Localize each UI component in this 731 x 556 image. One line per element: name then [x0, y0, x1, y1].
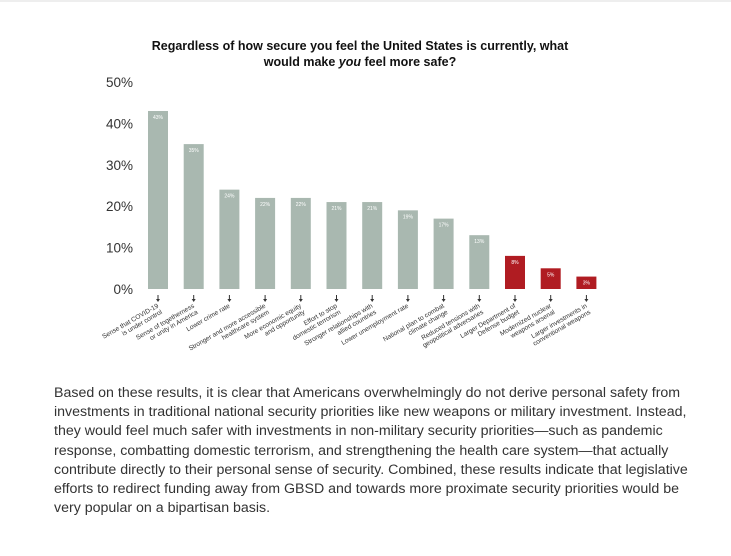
- bar-value-label: 24%: [224, 194, 235, 200]
- chart-title: Regardless of how secure you feel the Un…: [110, 38, 610, 70]
- bar-value-label: 17%: [439, 223, 450, 229]
- bar: [469, 235, 490, 289]
- bar-value-label: 5%: [547, 272, 555, 278]
- bar-value-label: 22%: [260, 202, 271, 208]
- bar-value-label: 21%: [331, 206, 342, 212]
- chart-title-emphasis: you: [338, 55, 362, 69]
- down-arrow-icon: [191, 299, 196, 302]
- y-tick-label: 50%: [106, 75, 133, 90]
- bar: [505, 255, 525, 289]
- y-tick-label: 30%: [106, 158, 133, 173]
- top-divider: [0, 0, 731, 2]
- bar-value-label: 13%: [474, 239, 485, 245]
- bar-value-label: 35%: [189, 148, 200, 154]
- bar-value-label: 8%: [511, 260, 519, 266]
- bar: [326, 202, 347, 289]
- body-paragraph: Based on these results, it is clear that…: [54, 385, 688, 517]
- chart-title-line-2: would make you feel more safe?: [110, 54, 610, 70]
- bar: [540, 268, 561, 289]
- bar: [397, 210, 418, 289]
- down-arrow-icon: [405, 299, 410, 302]
- bar: [219, 189, 240, 289]
- bar: [290, 197, 311, 289]
- bar-value-label: 22%: [296, 202, 307, 208]
- down-arrow-icon: [548, 299, 553, 302]
- down-arrow-icon: [513, 299, 517, 302]
- down-arrow-icon: [263, 299, 268, 302]
- y-tick-label: 40%: [106, 116, 133, 131]
- down-arrow-icon: [370, 299, 375, 302]
- bar-value-label: 43%: [153, 115, 164, 121]
- bar: [183, 144, 204, 289]
- down-arrow-icon: [441, 299, 446, 302]
- bar: [362, 202, 383, 289]
- bar: [148, 110, 168, 289]
- bar-chart: 50%40%30%20%10%0%43%Sense that COVID-19i…: [101, 75, 597, 353]
- bar: [255, 197, 276, 289]
- bar-value-label: 21%: [367, 206, 378, 212]
- chart-title-line-2-end: feel more safe?: [361, 55, 457, 69]
- down-arrow-icon: [156, 299, 160, 302]
- bar: [576, 276, 597, 289]
- chart-title-line-2-start: would make: [263, 55, 339, 69]
- y-tick-label: 20%: [106, 199, 133, 214]
- down-arrow-icon: [334, 299, 339, 302]
- down-arrow-icon: [584, 299, 589, 302]
- down-arrow-icon: [298, 299, 303, 302]
- down-arrow-icon: [227, 299, 232, 302]
- y-tick-label: 0%: [113, 282, 133, 297]
- bar-value-label: 19%: [403, 214, 414, 220]
- bar-value-label: 3%: [583, 281, 591, 287]
- chart-title-line-1: Regardless of how secure you feel the Un…: [151, 39, 569, 53]
- y-tick-label: 10%: [106, 241, 133, 256]
- bar: [433, 218, 454, 289]
- down-arrow-icon: [477, 299, 482, 302]
